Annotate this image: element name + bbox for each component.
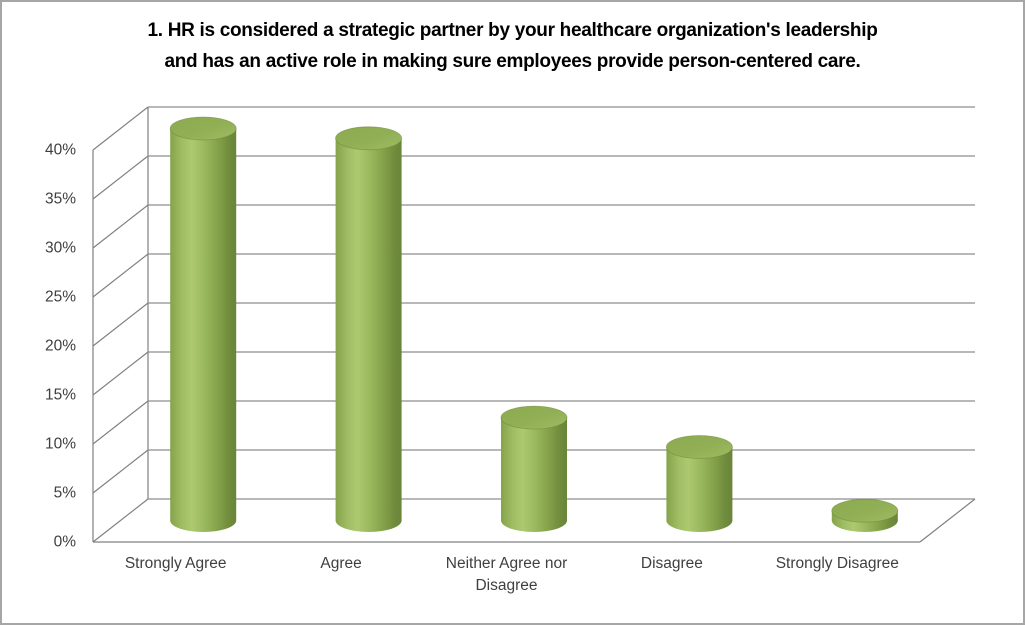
cylinder-bar-strongly-disagree	[831, 498, 899, 532]
cylinder-body	[170, 128, 237, 521]
floor-right-edge	[919, 498, 976, 543]
chart-title-line-2: and has an active role in making sure em…	[164, 51, 861, 72]
cylinder-top-cap	[335, 126, 403, 151]
gridline-connector	[92, 400, 149, 445]
y-tick-label: 10%	[45, 436, 76, 453]
y-tick-label: 40%	[45, 142, 76, 159]
gridline-connector	[92, 253, 149, 298]
y-tick-label: 25%	[45, 289, 76, 306]
category-label-line: Agree	[320, 555, 361, 572]
y-tick-label: 20%	[45, 338, 76, 355]
category-label-neither-agree-nor-disagree: Neither Agree nor Disagree	[446, 555, 568, 594]
cylinder-top-cap	[831, 498, 899, 523]
y-tick-label: 30%	[45, 240, 76, 257]
chart-title: 1. HR is considered a strategic partner …	[2, 15, 1023, 77]
floor	[93, 498, 976, 543]
category-label-agree: Agree	[320, 555, 361, 572]
cylinder-top-cap	[169, 116, 237, 141]
cylinder-bar-strongly-agree	[169, 116, 237, 532]
category-label-line: Strongly Agree	[125, 555, 227, 572]
category-labels: Strongly Agree Agree Neither Agree nor Disa…	[125, 555, 899, 594]
category-label-disagree: Disagree	[641, 555, 703, 572]
category-label-line: Disagree	[475, 577, 537, 594]
cylinder-top-cap	[666, 435, 733, 459]
gridlines	[148, 106, 975, 500]
gridline-connector	[92, 449, 149, 494]
category-label-strongly-disagree: Strongly Disagree	[776, 555, 899, 572]
chart-title-line-1: 1. HR is considered a strategic partner …	[147, 20, 878, 41]
y-tick-label: 35%	[45, 191, 76, 208]
gridline-connector	[92, 204, 149, 249]
gridline-connector	[92, 498, 149, 543]
category-label-line: Strongly Disagree	[776, 555, 899, 572]
cylinder-bar-agree	[335, 126, 403, 532]
category-label-strongly-agree: Strongly Agree	[125, 555, 227, 572]
gridline-connector	[92, 351, 149, 396]
cylinder-body	[666, 447, 733, 521]
left-wall	[92, 106, 149, 543]
category-label-line: Disagree	[641, 555, 703, 572]
y-tick-label: 5%	[54, 485, 77, 502]
cylinder-top-cap	[500, 405, 568, 430]
cylinder-bar-neither-agree-nor-disagree	[500, 405, 568, 532]
y-tick-label: 0%	[54, 534, 77, 551]
cylinder-body	[335, 138, 402, 521]
cylinder-body	[501, 417, 567, 521]
y-axis-labels: 0% 5% 10% 15% 20% 25% 30% 35% 40%	[45, 142, 76, 551]
gridline-connector	[92, 106, 149, 151]
gridline-connector	[92, 155, 149, 200]
y-tick-label: 15%	[45, 387, 76, 404]
category-label-line: Neither Agree nor	[446, 555, 568, 572]
cylinder-bar-disagree	[666, 435, 733, 532]
gridline-connector	[92, 302, 149, 347]
